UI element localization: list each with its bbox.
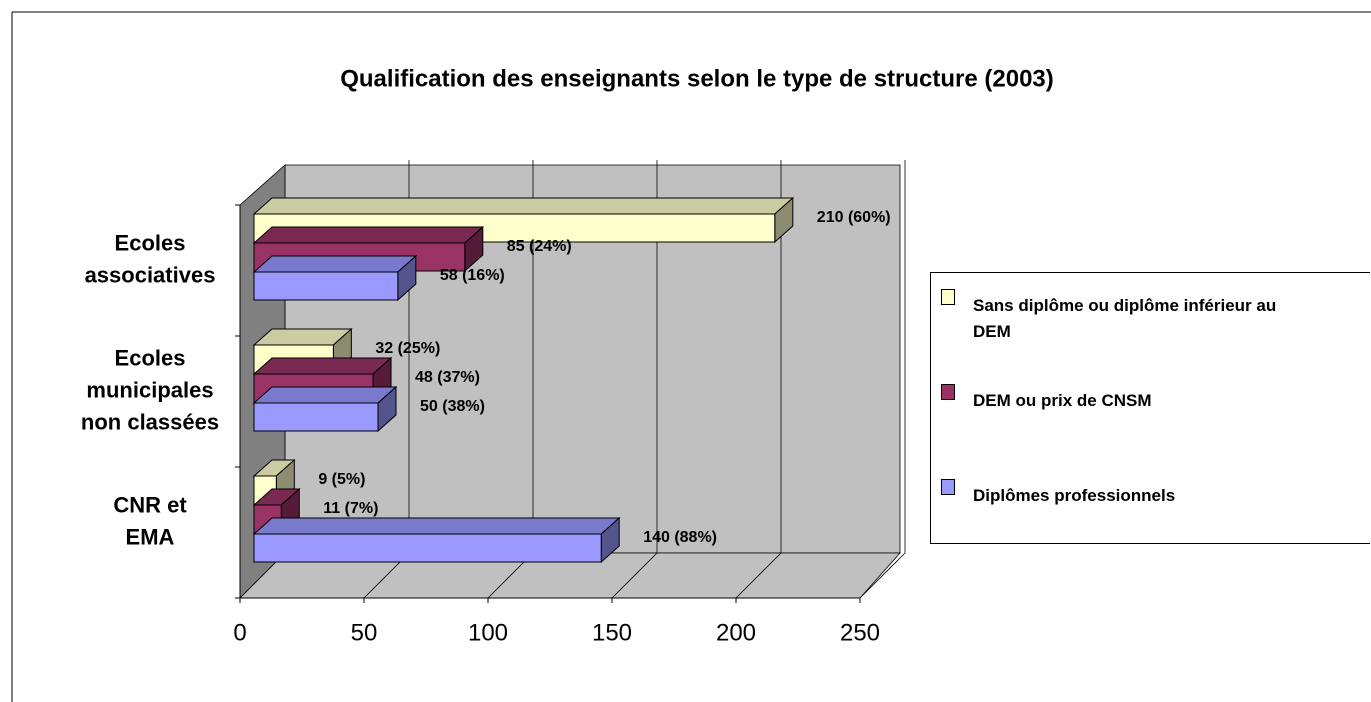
legend-entry: Diplômes professionnels [941, 479, 1313, 509]
x-tick-label: 200 [716, 619, 756, 646]
data-label: 58 (16%) [440, 267, 505, 284]
data-label: 85 (24%) [507, 238, 572, 255]
floor-line [735, 552, 782, 599]
category-label: Ecoles [115, 345, 186, 370]
legend-entry: DEM ou prix de CNSM [941, 384, 1313, 414]
x-tick-label: 150 [592, 619, 632, 646]
legend-swatch [941, 289, 955, 305]
legend-label: Diplômes professionnels [973, 486, 1176, 505]
category-label: municipales [86, 377, 213, 402]
bar-top [252, 197, 795, 215]
legend-swatch [941, 479, 955, 495]
legend-label: Sans diplôme ou diplôme inférieur au DEM [973, 296, 1277, 341]
bar [252, 516, 621, 564]
data-label: 9 (5%) [318, 471, 365, 488]
bar-front [253, 533, 602, 563]
bar-top [252, 255, 418, 273]
x-tick-label: 0 [233, 619, 246, 646]
category-label: associatives [85, 262, 216, 287]
category-label: EMA [126, 524, 175, 549]
category-label: non classées [81, 409, 219, 434]
chart-title: Qualification des enseignants selon le t… [340, 65, 1054, 92]
data-label: 48 (37%) [415, 369, 480, 386]
x-tick-label: 100 [468, 619, 508, 646]
bar-top [252, 226, 485, 244]
bar-front [253, 402, 379, 432]
bar-top [252, 357, 393, 375]
bar-front [253, 271, 399, 301]
bar [252, 385, 398, 433]
bar [252, 487, 301, 535]
x-tick-label: 250 [840, 619, 880, 646]
bar-top [252, 517, 621, 535]
legend-label: DEM ou prix de CNSM [973, 391, 1152, 410]
floor-line [859, 552, 906, 599]
legend: Sans diplôme ou diplôme inférieur au DEM… [930, 272, 1370, 544]
legend-swatch [941, 384, 955, 400]
data-label: 50 (38%) [420, 398, 485, 415]
legend-entry: Sans diplôme ou diplôme inférieur au DEM [941, 289, 1313, 345]
category-label: CNR et [113, 492, 187, 517]
x-tick-label: 50 [351, 619, 378, 646]
bar [252, 254, 418, 302]
data-label: 210 (60%) [817, 209, 891, 226]
category-label: Ecoles [115, 230, 186, 255]
data-label: 11 (7%) [323, 500, 378, 517]
bar-top [252, 386, 398, 404]
floor-line [611, 552, 658, 599]
data-label: 140 (88%) [643, 529, 717, 546]
data-label: 32 (25%) [375, 340, 440, 357]
